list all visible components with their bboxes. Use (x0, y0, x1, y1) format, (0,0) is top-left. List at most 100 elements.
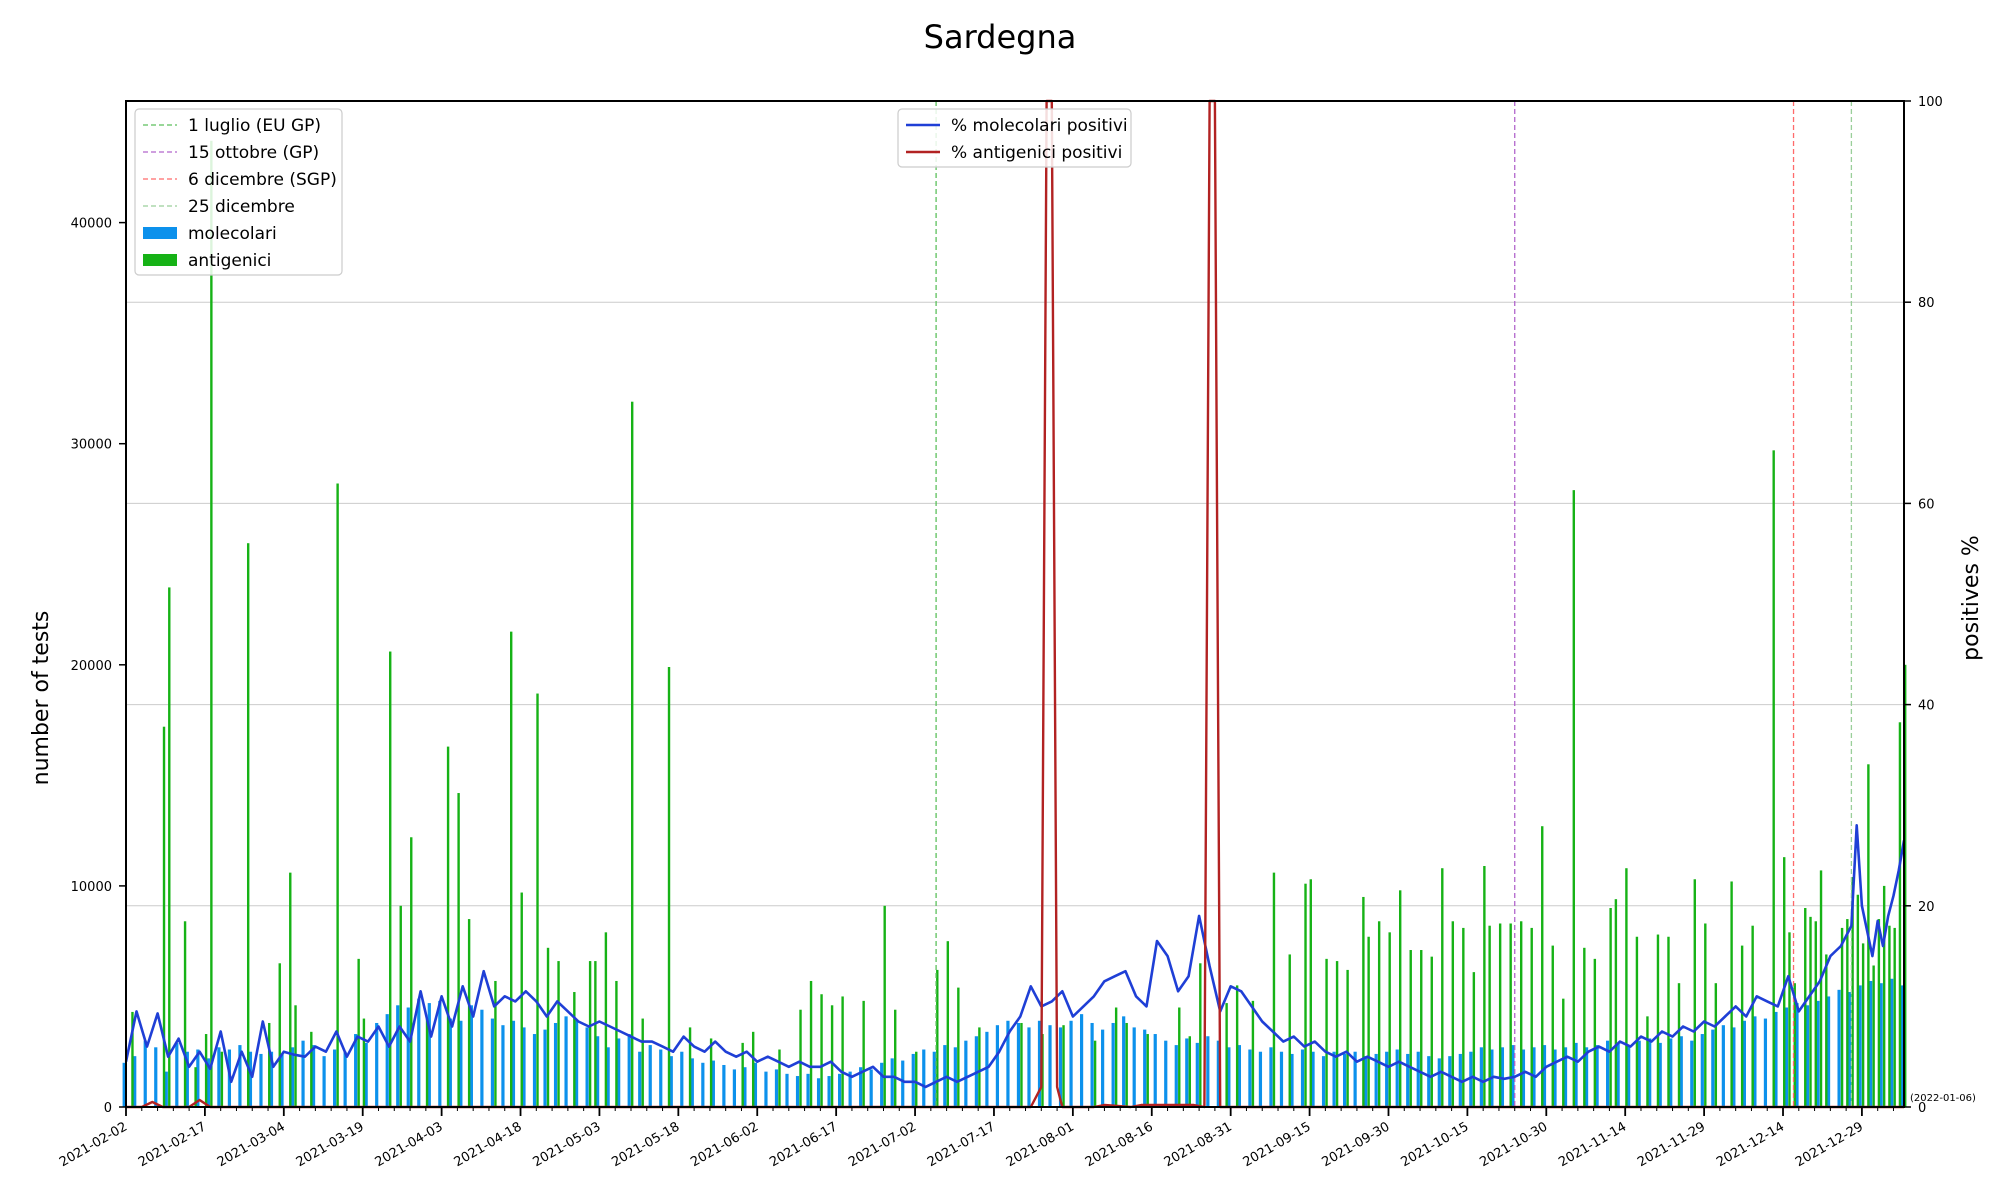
bar-antigenici-109 (1704, 923, 1707, 1107)
bar-molecolari-56 (711, 1060, 715, 1107)
bar-molecolari-85 (1016, 1022, 1021, 1107)
bar-molecolari-28 (417, 998, 421, 1107)
bar-molecolari-155 (1753, 1016, 1757, 1107)
bar-antigenici-107 (1677, 983, 1681, 1107)
bar-antigenici-134 (1898, 722, 1902, 1107)
bar-antigenici-54 (957, 987, 960, 1107)
x-tick-label-9: 2021-06-17 (767, 1119, 840, 1170)
bar-antigenici-126 (1856, 894, 1860, 1107)
y2-tick-label-1: 20 (1918, 900, 1935, 915)
bar-antigenici-81 (1409, 950, 1412, 1107)
bar-molecolari-3 (154, 1047, 158, 1107)
bar-molecolari-74 (901, 1060, 905, 1107)
bar-molecolari-90 (1069, 1020, 1073, 1107)
bar-antigenici-55 (978, 1027, 981, 1107)
y-axis-label: number of tests (29, 611, 54, 786)
bar-molecolari-48 (627, 1034, 631, 1107)
bar-molecolari-142 (1616, 1042, 1620, 1107)
legend-center: % molecolari positivi % antigenici positi… (897, 108, 1132, 168)
x-tick-label-1: 2021-02-17 (136, 1119, 209, 1170)
legend-left-box (134, 108, 343, 276)
bar-molecolari-65 (806, 1073, 810, 1107)
bar-molecolari-0 (122, 1062, 126, 1107)
bar-antigenici-40 (741, 1042, 744, 1107)
bar-molecolari-17 (301, 1040, 305, 1107)
bar-antigenici-17 (389, 651, 392, 1107)
bar-molecolari-23 (364, 1042, 368, 1107)
bar-molecolari-163 (1837, 989, 1841, 1107)
bar-antigenici-42 (778, 1049, 781, 1107)
bar-molecolari-118 (1364, 1056, 1368, 1107)
bar-molecolari-100 (1174, 1045, 1178, 1107)
legend-vline-label-3: 25 dicembre (188, 197, 295, 217)
bar-molecolari-70 (859, 1067, 863, 1107)
bar-antigenici-86 (1462, 927, 1465, 1107)
bar-molecolari-32 (459, 1020, 463, 1107)
bar-antigenici-93 (1530, 927, 1533, 1107)
bar-molecolari-106 (1237, 1045, 1241, 1107)
bar-molecolari-87 (1037, 1020, 1042, 1107)
x-tick-label-18: 2021-10-30 (1477, 1119, 1550, 1170)
bar-antigenici-79 (1388, 932, 1391, 1107)
bar-antigenici-133 (1893, 927, 1896, 1107)
bar-molecolari-22 (354, 1034, 358, 1107)
bar-antigenici-83 (1430, 956, 1433, 1107)
legend-bar-swatch-0 (143, 227, 177, 239)
bar-molecolari-117 (1353, 1051, 1357, 1107)
bar-molecolari-129 (1479, 1047, 1483, 1107)
bar-antigenici-25 (510, 631, 513, 1107)
bar-molecolari-166 (1869, 980, 1873, 1107)
bar-molecolari-20 (333, 1049, 337, 1107)
bar-molecolari-60 (753, 1062, 758, 1107)
bar-molecolari-53 (680, 1051, 684, 1107)
bar-molecolari-167 (1879, 983, 1883, 1107)
x-tick-label-21: 2021-12-14 (1714, 1119, 1787, 1170)
bar-molecolari-101 (1185, 1038, 1189, 1107)
bar-antigenici-95 (1551, 945, 1554, 1107)
bar-antigenici-21 (446, 746, 450, 1107)
legend-center-box (897, 108, 1132, 168)
bar-molecolari-50 (648, 1045, 652, 1107)
bar-antigenici-64 (1188, 1036, 1191, 1107)
bar-molecolari-110 (1279, 1051, 1284, 1107)
bar-molecolari-128 (1469, 1051, 1473, 1107)
bar-antigenici-94 (1541, 826, 1544, 1107)
bar-molecolari-121 (1395, 1049, 1399, 1107)
bar-molecolari-95 (1122, 1016, 1126, 1107)
x-tick-label-5: 2021-04-18 (452, 1119, 525, 1170)
bar-antigenici-84 (1441, 868, 1444, 1107)
x-tick-label-15: 2021-09-15 (1241, 1119, 1314, 1170)
bar-antigenici-11 (289, 872, 292, 1107)
bar-antigenici-61 (1125, 1022, 1128, 1107)
bar-molecolari-80 (964, 1040, 968, 1107)
bar-antigenici-48 (862, 1000, 865, 1107)
bar-molecolari-99 (1164, 1040, 1168, 1107)
y2-tick-label-2: 40 (1918, 699, 1935, 714)
bar-antigenici-63 (1178, 1007, 1181, 1107)
bar-molecolari-151 (1711, 1029, 1715, 1107)
bar-antigenici-74 (1335, 961, 1339, 1107)
bar-antigenici-67 (1235, 985, 1239, 1107)
bar-antigenici-75 (1346, 969, 1349, 1107)
bar-molecolari-26 (396, 1005, 400, 1107)
bar-antigenici-82 (1420, 950, 1423, 1107)
bar-antigenici-132 (1888, 925, 1891, 1107)
bar-molecolari-61 (764, 1071, 768, 1107)
bar-molecolari-12 (248, 1051, 253, 1107)
bar-molecolari-88 (1048, 1025, 1052, 1107)
bar-molecolari-41 (553, 1022, 558, 1107)
bar-molecolari-160 (1805, 1005, 1810, 1107)
bar-molecolari-91 (1079, 1014, 1084, 1107)
bar-molecolari-44 (585, 1027, 589, 1107)
x-tick-label-12: 2021-08-01 (1004, 1119, 1077, 1170)
bar-antigenici-15 (357, 958, 360, 1107)
bar-molecolari-4 (164, 1071, 168, 1107)
bar-molecolari-35 (490, 1018, 495, 1107)
bar-antigenici-51 (915, 1051, 918, 1107)
bar-molecolari-62 (774, 1069, 779, 1107)
bar-antigenici-36 (641, 1018, 644, 1107)
y2-tick-label-3: 60 (1918, 497, 1935, 512)
bar-antigenici-115 (1783, 857, 1786, 1107)
bar-molecolari-52 (669, 1056, 673, 1107)
